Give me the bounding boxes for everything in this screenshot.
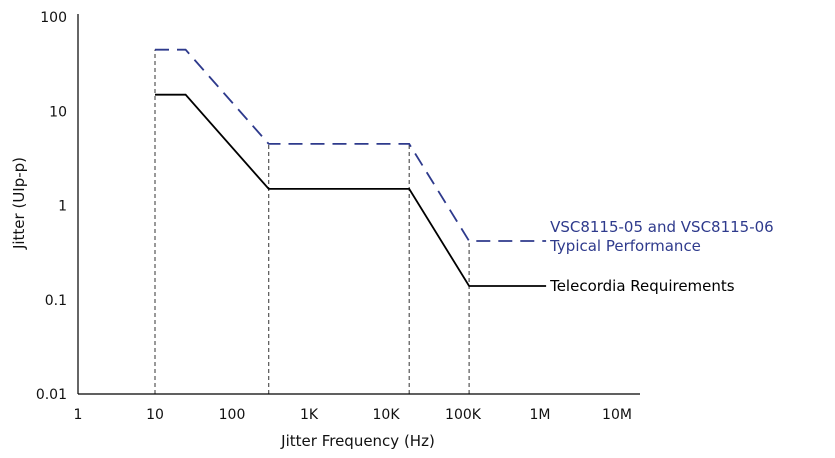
y-axis-title: Jitter (UIp-p) bbox=[10, 157, 28, 250]
y-tick-label: 10 bbox=[49, 104, 67, 120]
series-label: Telecordia Requirements bbox=[549, 277, 735, 295]
x-axis-title: Jitter Frequency (Hz) bbox=[280, 432, 435, 450]
telecordia-requirements-line bbox=[155, 93, 547, 287]
x-tick-label: 1M bbox=[530, 407, 551, 423]
x-tick-label: 100K bbox=[445, 407, 482, 423]
y-tick-label: 100 bbox=[40, 10, 67, 26]
y-tick-label: 1 bbox=[58, 199, 67, 215]
x-tick-label: 10M bbox=[602, 407, 632, 423]
y-tick-label: 0.1 bbox=[45, 293, 67, 309]
typical-performance-line bbox=[155, 48, 547, 242]
x-tick-label: 1 bbox=[74, 407, 83, 423]
axes bbox=[77, 14, 640, 395]
series-layer bbox=[155, 48, 547, 287]
x-tick-label: 1K bbox=[300, 407, 319, 423]
series-label: Typical Performance bbox=[549, 237, 701, 255]
x-tick-label: 10K bbox=[373, 407, 401, 423]
x-tick-label: 100 bbox=[219, 407, 246, 423]
x-tick-labels: 1 10 100 1K 10K 100K 1M 10M bbox=[74, 407, 632, 423]
series-label: VSC8115-05 and VSC8115-06 bbox=[550, 218, 774, 236]
vertical-guide-lines bbox=[154, 49, 470, 394]
x-tick-label: 10 bbox=[146, 407, 164, 423]
y-tick-label: 0.01 bbox=[36, 387, 67, 403]
y-tick-labels: 0.01 0.1 1 10 100 bbox=[36, 10, 67, 403]
